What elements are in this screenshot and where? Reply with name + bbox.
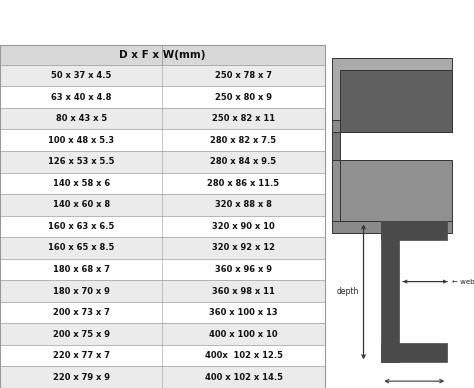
Bar	[0, 130, 325, 151]
Text: depth: depth	[337, 288, 359, 296]
Bar	[0, 194, 325, 216]
Text: 400 x 102 x 14.5: 400 x 102 x 14.5	[204, 373, 283, 382]
Bar	[0, 87, 325, 108]
Bar	[0, 345, 325, 366]
Text: 320 x 90 x 10: 320 x 90 x 10	[212, 222, 275, 231]
Polygon shape	[332, 132, 340, 222]
Bar	[0, 108, 325, 130]
Bar	[0, 259, 325, 280]
Bar	[0, 173, 325, 194]
Text: 400x  102 x 12.5: 400x 102 x 12.5	[204, 351, 283, 360]
Text: Hot rolled equal steel angle: Hot rolled equal steel angle	[112, 14, 362, 31]
Text: 160 x 65 x 8.5: 160 x 65 x 8.5	[48, 243, 114, 253]
Text: 180 x 70 x 9: 180 x 70 x 9	[53, 287, 109, 296]
Text: 160 x 63 x 6.5: 160 x 63 x 6.5	[48, 222, 114, 231]
Bar	[382, 222, 399, 362]
Bar	[0, 65, 325, 87]
Text: 80 x 43 x 5: 80 x 43 x 5	[55, 114, 107, 123]
Text: 250 x 80 x 9: 250 x 80 x 9	[215, 93, 272, 102]
Text: 126 x 53 x 5.5: 126 x 53 x 5.5	[48, 157, 114, 166]
Text: 250 x 78 x 7: 250 x 78 x 7	[215, 71, 272, 80]
Text: 140 x 58 x 6: 140 x 58 x 6	[53, 179, 110, 188]
Text: D x F x W(mm): D x F x W(mm)	[119, 50, 206, 60]
Polygon shape	[332, 222, 452, 234]
Bar	[382, 343, 447, 362]
Text: 50 x 37 x 4.5: 50 x 37 x 4.5	[51, 71, 111, 80]
Text: 180 x 68 x 7: 180 x 68 x 7	[53, 265, 109, 274]
Bar	[0, 302, 325, 323]
Bar	[0, 280, 325, 302]
Polygon shape	[332, 58, 452, 120]
Polygon shape	[332, 159, 452, 222]
Text: 220 x 79 x 9: 220 x 79 x 9	[53, 373, 109, 382]
Polygon shape	[332, 159, 340, 222]
Text: 63 x 40 x 4.8: 63 x 40 x 4.8	[51, 93, 111, 102]
Text: 320 x 92 x 12: 320 x 92 x 12	[212, 243, 275, 253]
Text: 220 x 77 x 7: 220 x 77 x 7	[53, 351, 109, 360]
Text: 360 x 98 x 11: 360 x 98 x 11	[212, 287, 275, 296]
Bar	[0, 237, 325, 259]
Text: 200 x 75 x 9: 200 x 75 x 9	[53, 330, 109, 339]
Bar	[0, 323, 325, 345]
Polygon shape	[340, 70, 452, 132]
Text: 280 x 86 x 11.5: 280 x 86 x 11.5	[208, 179, 280, 188]
Text: 320 x 88 x 8: 320 x 88 x 8	[215, 200, 272, 210]
Bar	[382, 222, 447, 240]
Text: 200 x 73 x 7: 200 x 73 x 7	[53, 308, 109, 317]
Bar	[0, 366, 325, 388]
Text: 250 x 82 x 11: 250 x 82 x 11	[212, 114, 275, 123]
Text: 360 x 96 x 9: 360 x 96 x 9	[215, 265, 272, 274]
Bar	[0, 216, 325, 237]
Bar	[0, 151, 325, 173]
Text: 400 x 100 x 10: 400 x 100 x 10	[209, 330, 278, 339]
Polygon shape	[332, 120, 452, 132]
Bar	[0, 45, 325, 65]
Text: ← web: ← web	[452, 279, 474, 284]
Text: 280 x 84 x 9.5: 280 x 84 x 9.5	[210, 157, 277, 166]
Text: 140 x 60 x 8: 140 x 60 x 8	[53, 200, 110, 210]
Text: 100 x 48 x 5.3: 100 x 48 x 5.3	[48, 136, 114, 145]
Text: 360 x 100 x 13: 360 x 100 x 13	[209, 308, 278, 317]
Text: 280 x 82 x 7.5: 280 x 82 x 7.5	[210, 136, 277, 145]
